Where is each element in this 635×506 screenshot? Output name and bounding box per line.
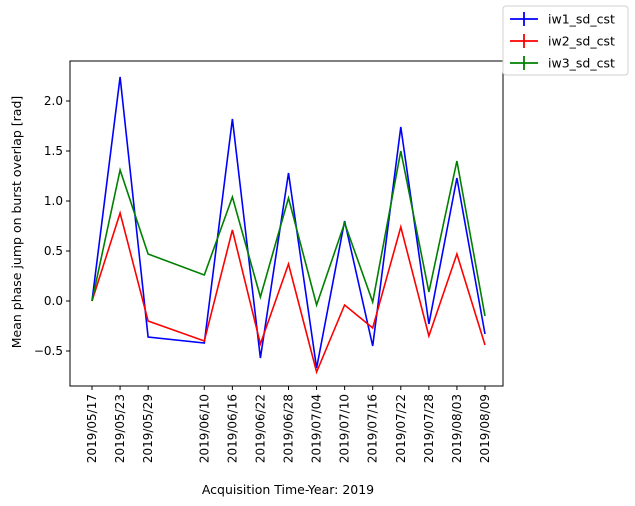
x-axis: 2019/05/17 2019/05/23 2019/05/29 2019/06/10… (85, 386, 492, 463)
series-line-iw1-sd-cst (91, 76, 486, 369)
legend-label: iw3_sd_cst (548, 56, 615, 71)
y-tick-label: 0.0 (44, 294, 63, 308)
y-tick-label: 0.5 (44, 244, 63, 258)
x-axis-label: Acquisition Time-Year: 2019 (202, 482, 374, 497)
x-tick-label: 2019/05/23 (113, 394, 127, 463)
y-tick-label: 1.0 (44, 194, 63, 208)
x-tick-label: 2019/05/29 (141, 394, 155, 463)
legend-item: iw2_sd_cst (510, 34, 615, 49)
series-layer (91, 76, 486, 375)
series-line-iw3-sd-cst (91, 150, 486, 317)
x-tick-label: 2019/07/22 (394, 394, 408, 463)
x-tick-label: 2019/06/16 (225, 394, 239, 463)
x-tick-label: 2019/06/10 (197, 394, 211, 463)
legend-label: iw2_sd_cst (548, 34, 615, 49)
legend-item: iw3_sd_cst (510, 56, 615, 71)
x-tick-label: 2019/06/22 (253, 394, 267, 463)
x-tick-label: 2019/07/10 (338, 394, 352, 463)
x-tick-label: 2019/08/03 (450, 394, 464, 463)
y-tick-label: 1.5 (44, 144, 63, 158)
x-tick-label: 2019/08/09 (478, 394, 492, 463)
legend-item: iw1_sd_cst (510, 12, 615, 27)
x-tick-label: 2019/07/28 (422, 394, 436, 463)
y-tick-label: 2.0 (44, 94, 63, 108)
y-tick-label: −0.5 (34, 344, 63, 358)
y-axis: −0.5 0.0 0.5 1.0 1.5 2.0 (34, 94, 70, 358)
legend: iw1_sd_cst iw2_sd_cst iw3_sd_cst (502, 5, 629, 76)
legend-label: iw1_sd_cst (548, 12, 615, 27)
x-tick-label: 2019/05/17 (85, 394, 99, 463)
y-axis-label: Mean phase jump on burst overlap [rad] (9, 96, 24, 349)
series-line-iw2-sd-cst (91, 210, 486, 375)
x-tick-label: 2019/07/04 (310, 394, 324, 463)
x-tick-label: 2019/06/28 (282, 394, 296, 463)
plot-area (69, 60, 504, 387)
plot-frame (69, 60, 504, 387)
x-tick-label: 2019/07/16 (366, 394, 380, 463)
legend-box (502, 5, 629, 76)
